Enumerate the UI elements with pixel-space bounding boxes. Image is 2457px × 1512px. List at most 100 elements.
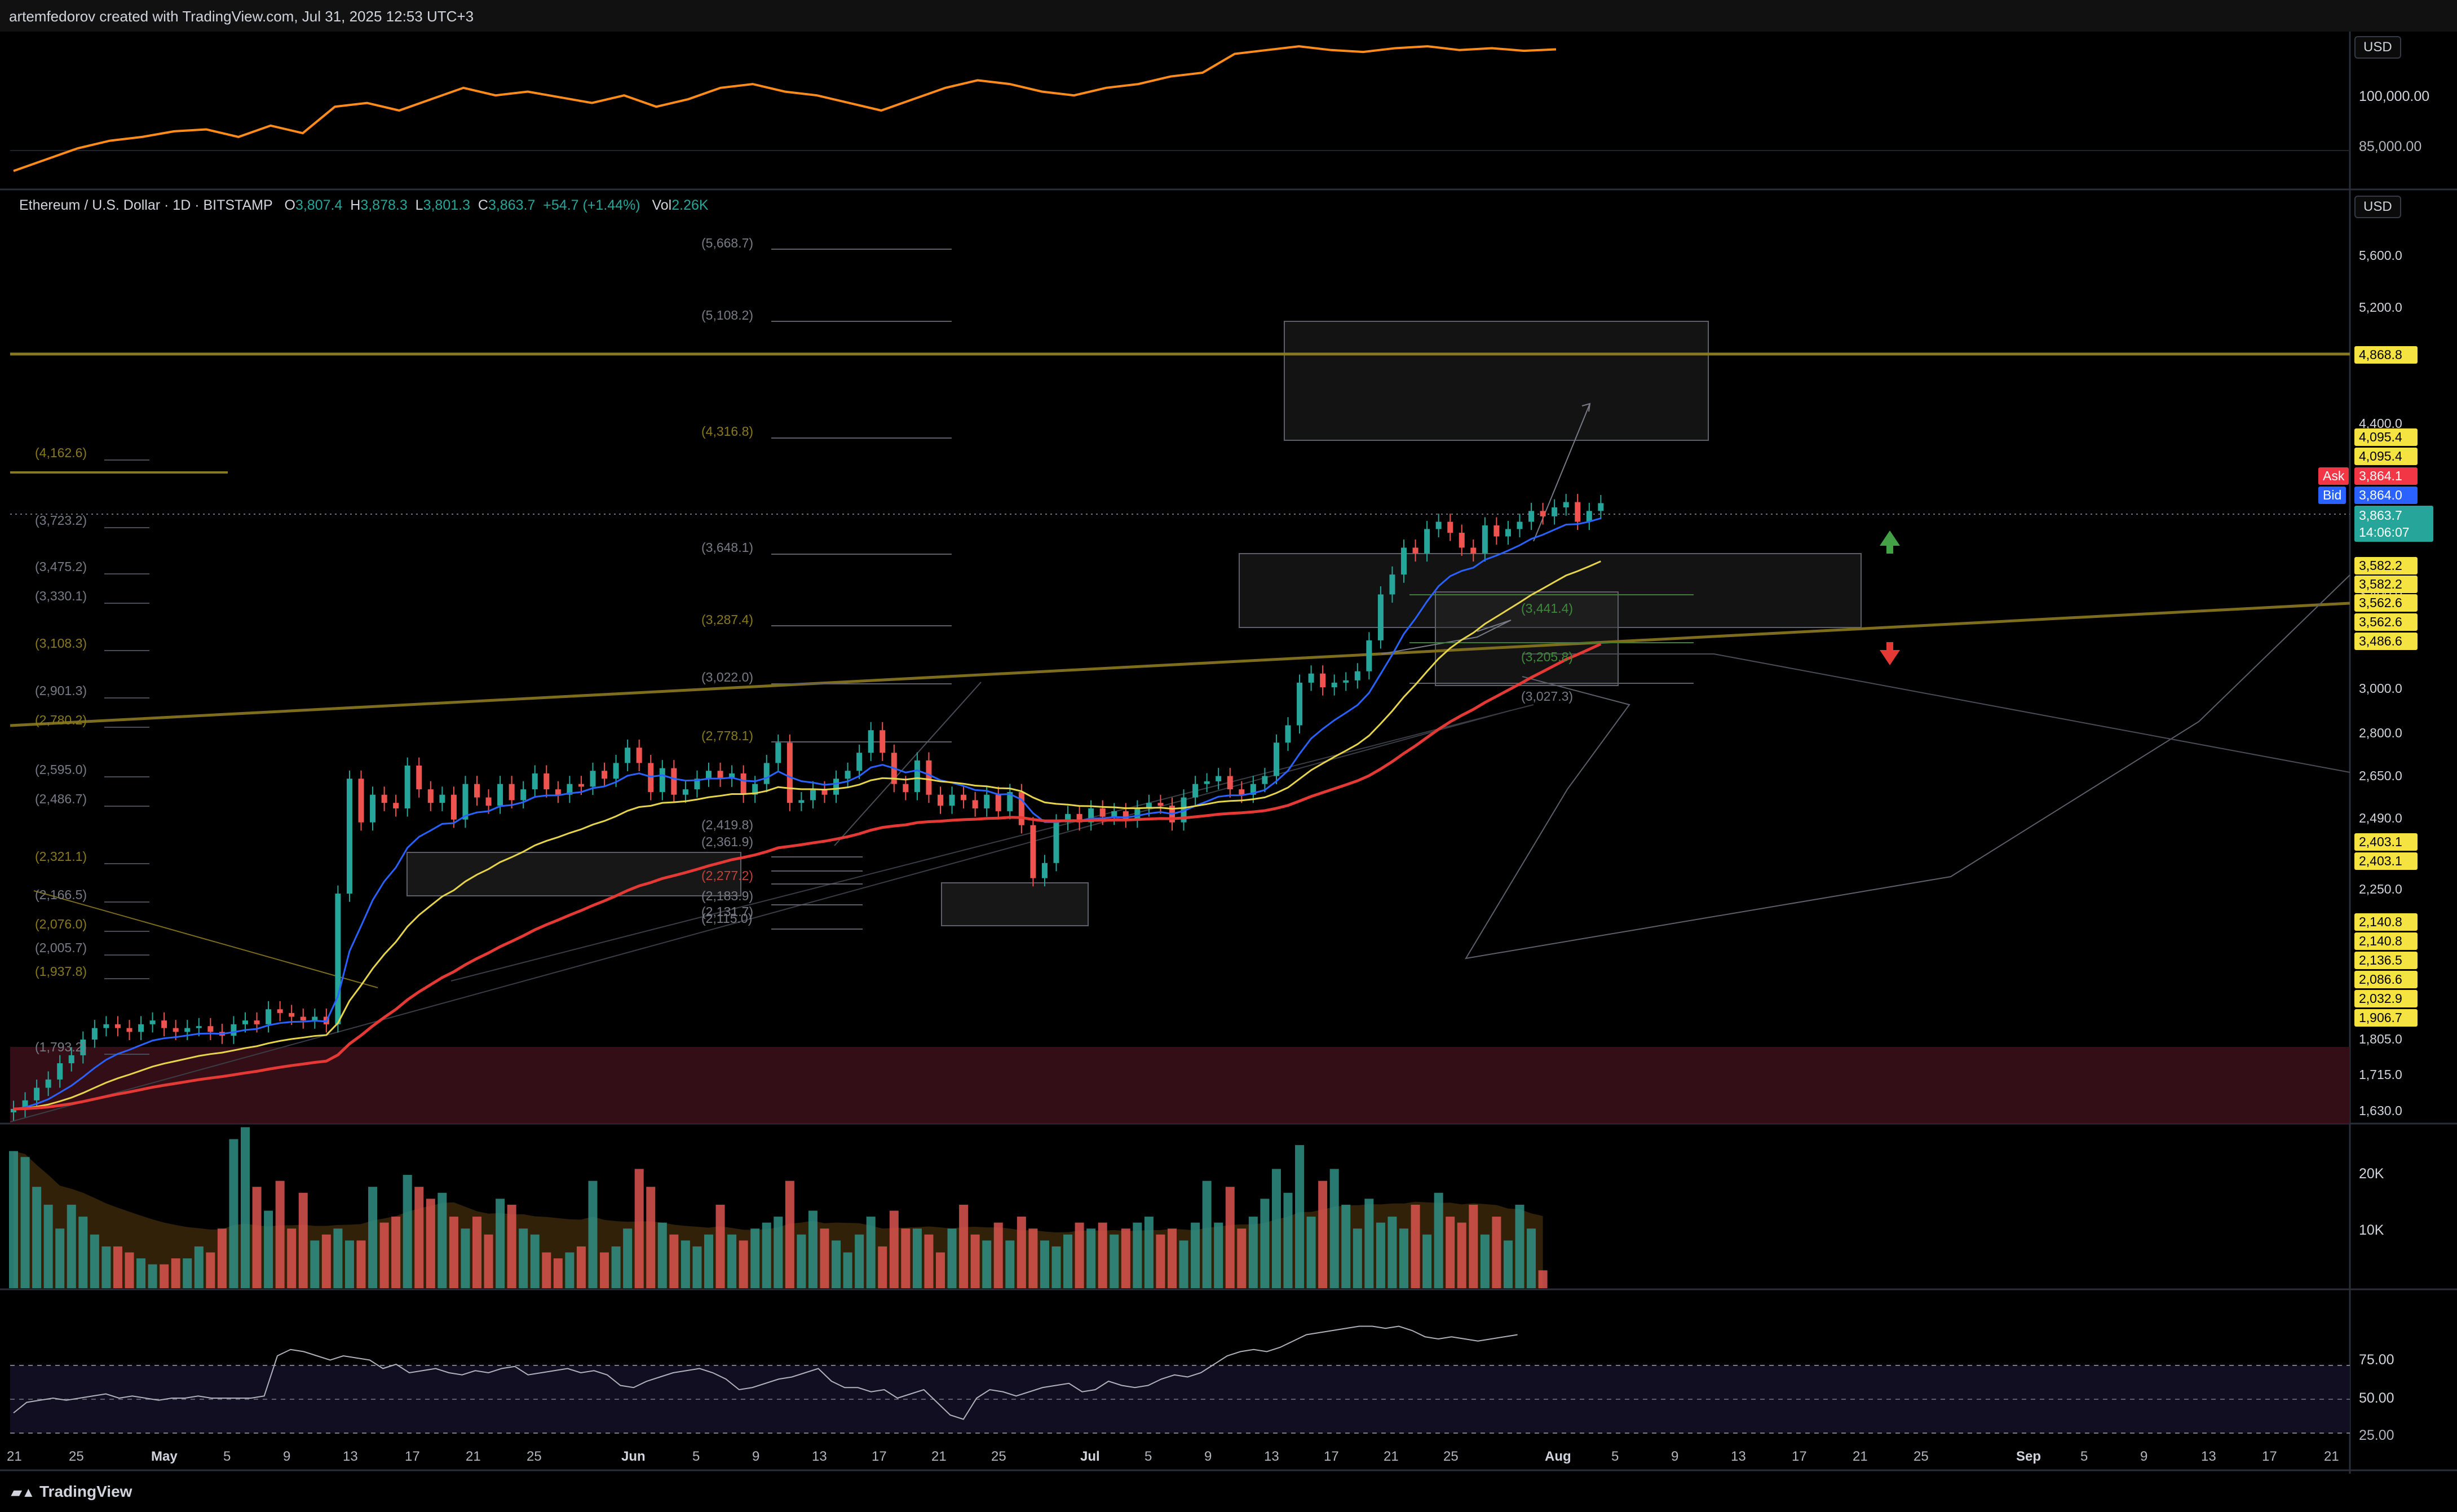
candle	[242, 1020, 248, 1024]
volume-bar	[680, 1240, 690, 1288]
ask-price: 3,864.1	[2354, 467, 2418, 485]
fib-level-label: (3,723.2)	[35, 513, 87, 528]
candle	[880, 730, 886, 753]
candle	[752, 784, 758, 795]
volume-bar	[1225, 1187, 1235, 1288]
candle	[509, 784, 515, 801]
candle	[1435, 521, 1442, 529]
level-price-tag[interactable]: 3,562.6	[2354, 613, 2418, 631]
fib-level-label: (3,022.0)	[701, 670, 754, 684]
level-price-tag[interactable]: 3,562.6	[2354, 594, 2418, 612]
level-price-tag[interactable]: 4,095.4	[2354, 448, 2418, 465]
level-price-tag[interactable]: 3,582.2	[2354, 557, 2418, 574]
volume-bar	[356, 1240, 366, 1288]
volume-bar	[32, 1187, 42, 1288]
level-price-tag[interactable]: 1,906.7	[2354, 1009, 2418, 1027]
volume-bar	[1422, 1234, 1432, 1288]
candle	[671, 768, 677, 795]
candle	[1377, 594, 1384, 640]
candle	[266, 1009, 272, 1024]
level-price-tag[interactable]: 4,095.4	[2354, 428, 2418, 446]
volume-bar	[113, 1246, 122, 1288]
time-axis-label: 13	[1731, 1449, 1746, 1464]
fib-level-label: (3,441.4)	[1521, 601, 1574, 616]
volume-bar	[727, 1234, 737, 1288]
candle	[231, 1024, 237, 1036]
candle	[1389, 574, 1395, 595]
candle	[1157, 803, 1164, 806]
level-price-tag[interactable]: 3,486.6	[2354, 633, 2418, 650]
candle	[1320, 673, 1326, 688]
high-value: 3,878.3	[360, 197, 408, 213]
candle	[393, 803, 399, 808]
volume-bar	[832, 1240, 841, 1288]
level-price-tag[interactable]: 2,136.5	[2354, 952, 2418, 969]
volume-bar	[1457, 1222, 1466, 1288]
time-axis-label: 25	[527, 1449, 542, 1464]
candle	[416, 766, 422, 790]
volume-bar	[1202, 1181, 1212, 1288]
volume-bar	[344, 1240, 354, 1288]
volume-bar	[496, 1199, 505, 1288]
level-price-tag[interactable]: 2,032.9	[2354, 990, 2418, 1007]
symbol-legend[interactable]: Ethereum / U.S. Dollar · 1D · BITSTAMP O…	[19, 197, 709, 214]
candle	[1041, 863, 1048, 878]
candle	[1216, 776, 1222, 781]
down-arrow-icon	[1880, 642, 1900, 665]
volume-bar	[368, 1187, 378, 1288]
price-axis-label: 2,490.0	[2359, 811, 2402, 825]
volume-bar	[1051, 1246, 1061, 1288]
candle	[903, 784, 909, 792]
fib-level-label: (1,937.8)	[35, 964, 87, 979]
candle	[1517, 521, 1523, 529]
tradingview-logo[interactable]: ▰▲ TradingView	[11, 1483, 132, 1501]
supply-zone-box[interactable]	[1239, 553, 1862, 628]
trendline[interactable]	[10, 602, 2350, 727]
candle	[462, 784, 469, 820]
candle	[729, 773, 735, 779]
breakout-box[interactable]	[941, 882, 1089, 926]
candle	[161, 1020, 167, 1028]
time-axis-label: May	[151, 1449, 178, 1464]
volume-bar	[1237, 1228, 1247, 1288]
volume-bar	[588, 1181, 598, 1288]
time-axis-label: 5	[223, 1449, 231, 1464]
candle	[1424, 529, 1430, 554]
candle	[1181, 797, 1187, 823]
candle	[312, 1016, 318, 1021]
top-axis-label: 100,000.00	[2359, 89, 2430, 104]
volume-bar	[1515, 1204, 1524, 1288]
candle	[543, 773, 550, 790]
demand-zone[interactable]	[10, 1047, 2350, 1124]
time-axis-label: Sep	[2016, 1449, 2041, 1464]
level-price-tag[interactable]: 2,086.6	[2354, 971, 2418, 988]
volume-bar	[1271, 1169, 1281, 1288]
chart-canvas[interactable]	[0, 32, 2457, 1474]
time-axis-label: 17	[405, 1449, 420, 1464]
low-value: 3,801.3	[423, 197, 470, 213]
volume-bar	[160, 1264, 169, 1288]
top-pane-currency[interactable]: USD	[2354, 36, 2401, 59]
volume-bar	[912, 1228, 922, 1288]
target-zone-box[interactable]	[1284, 321, 1709, 441]
fib-level-label: (3,287.4)	[701, 612, 754, 627]
volume-bar	[878, 1246, 887, 1288]
level-price-tag[interactable]: 2,403.1	[2354, 833, 2418, 851]
fib-level-label: (3,205.8)	[1521, 649, 1574, 664]
level-price-tag[interactable]: 2,140.8	[2354, 913, 2418, 931]
candle	[196, 1026, 202, 1028]
time-axis-label: 13	[812, 1449, 827, 1464]
volume-bar	[750, 1228, 760, 1288]
candle	[289, 1013, 295, 1017]
level-price-tag[interactable]: 3,582.2	[2354, 576, 2418, 593]
level-price-tag[interactable]: 2,403.1	[2354, 852, 2418, 870]
main-pane-currency[interactable]: USD	[2354, 196, 2401, 218]
close-label: C	[478, 197, 488, 213]
level-price-tag[interactable]: 4,868.8	[2354, 346, 2418, 364]
candle	[1354, 671, 1360, 680]
consolidation-box[interactable]	[406, 852, 741, 896]
candle	[138, 1024, 144, 1032]
candle	[938, 794, 943, 806]
level-price-tag[interactable]: 2,140.8	[2354, 932, 2418, 950]
ema-slow	[13, 642, 1602, 1111]
